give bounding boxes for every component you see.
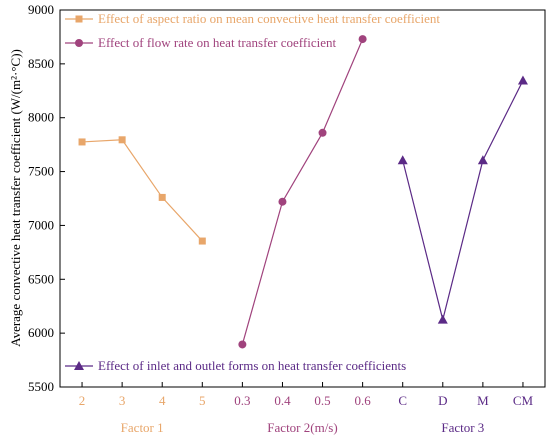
x-axis: 2 3 4 5 Factor 1 0.3 0.4 0.5 0.6 Factor 2(m/s) C D M…: [79, 382, 534, 435]
data-point: [517, 75, 528, 85]
y-tick-label: 8500: [28, 56, 54, 71]
legend-label: Effect of flow rate on heat transfer coe…: [98, 35, 336, 50]
y-tick-label: 6500: [28, 271, 54, 286]
data-point: [278, 197, 287, 206]
data-point: [477, 155, 488, 165]
y-tick-label: 7500: [28, 164, 54, 179]
legend: Effect of aspect ratio on mean convectiv…: [65, 11, 440, 373]
x-tick-label: M: [477, 393, 489, 408]
series-layer: [78, 35, 528, 349]
series-line: [402, 80, 524, 320]
data-point: [437, 314, 448, 324]
data-point: [358, 35, 367, 44]
data-point: [238, 340, 247, 349]
x-group-label: Factor 3: [441, 420, 484, 435]
legend-label: Effect of inlet and outlet forms on heat…: [98, 358, 406, 373]
x-tick-label: CM: [513, 393, 534, 408]
x-group-label: Factor 1: [121, 420, 164, 435]
legend-marker: [74, 361, 84, 370]
data-point: [118, 136, 126, 144]
y-tick-label: 9000: [28, 2, 54, 17]
y-tick-label: 8000: [28, 110, 54, 125]
plot-frame: [59, 9, 546, 388]
data-point: [158, 193, 166, 201]
x-group-label: Factor 2(m/s): [267, 420, 337, 435]
legend-marker: [75, 39, 83, 47]
x-tick-label: 4: [159, 393, 166, 408]
x-tick-label: 0.6: [354, 393, 371, 408]
data-point: [198, 237, 206, 245]
x-tick-label: D: [438, 393, 447, 408]
legend-marker: [75, 15, 83, 23]
x-tick-label: 0.5: [314, 393, 330, 408]
series-line: [82, 139, 203, 242]
data-point: [78, 138, 86, 146]
x-tick-label: 5: [199, 393, 206, 408]
y-tick-label: 7000: [28, 217, 54, 232]
legend-label: Effect of aspect ratio on mean convectiv…: [98, 11, 440, 26]
x-tick-label: 0.3: [234, 393, 250, 408]
series-line: [241, 38, 364, 345]
data-point: [397, 155, 408, 165]
x-tick-label: 2: [79, 393, 86, 408]
x-tick-label: 0.4: [274, 393, 291, 408]
y-tick-label: 5500: [28, 379, 54, 394]
x-tick-label: 3: [119, 393, 126, 408]
y-axis: 5500 6000 6500 7000 7500 8000 8500 9000: [28, 2, 65, 394]
data-point: [318, 128, 327, 137]
y-axis-label: Average convective heat transfer coeffic…: [8, 49, 23, 347]
x-tick-label: C: [398, 393, 407, 408]
y-tick-label: 6000: [28, 325, 54, 340]
